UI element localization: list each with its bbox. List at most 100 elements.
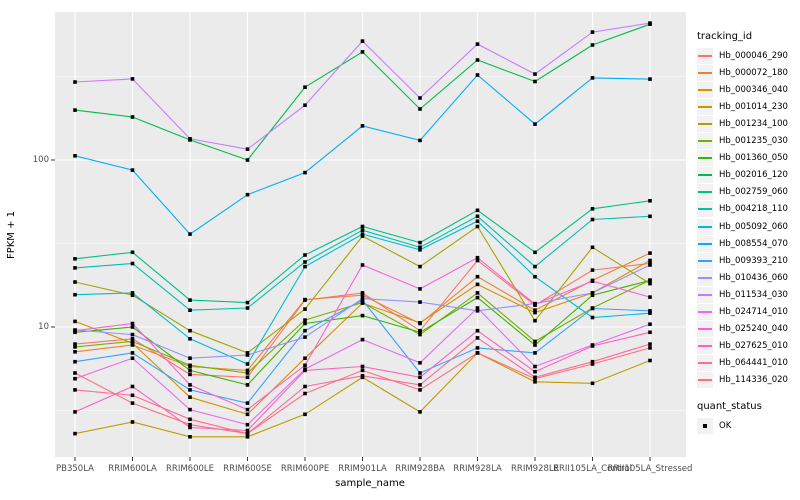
data-point [130, 291, 135, 295]
data-point [73, 342, 77, 346]
data-point [475, 73, 480, 77]
data-point [360, 232, 365, 236]
legend-item-label: Hb_114336_020 [719, 375, 788, 386]
data-point [590, 306, 595, 311]
data-point [648, 21, 652, 25]
data-point [648, 295, 652, 299]
data-point [590, 344, 595, 348]
x-tick-label: RRIM600PE [280, 464, 330, 474]
data-point [245, 407, 250, 412]
legend-item-label: Hb_002759_060 [719, 187, 788, 198]
data-point [73, 280, 77, 284]
data-point [245, 368, 250, 373]
legend-key-line-icon [698, 293, 712, 296]
legend-item-label: Hb_000346_040 [719, 84, 788, 95]
data-point [303, 103, 307, 107]
data-point [130, 420, 135, 424]
data-point [648, 263, 652, 267]
data-point [188, 388, 192, 392]
data-point [533, 302, 537, 306]
data-point [475, 291, 480, 295]
legend-key-line-icon [698, 174, 712, 177]
data-point [303, 170, 307, 175]
data-point [245, 192, 250, 197]
data-point [648, 214, 652, 219]
data-point [475, 328, 480, 333]
data-point [188, 417, 192, 422]
data-point [73, 257, 77, 261]
x-tick-label: RRIM928BA [395, 464, 445, 474]
data-point [188, 232, 192, 236]
data-point [245, 431, 250, 436]
legend-key-line-icon [698, 362, 712, 365]
data-point [648, 309, 652, 313]
data-point [475, 309, 480, 313]
data-point [245, 412, 250, 417]
data-point [73, 319, 77, 324]
data-point [648, 278, 652, 283]
data-point [303, 368, 307, 373]
legend-key [697, 133, 713, 149]
data-point [130, 337, 135, 341]
data-point [360, 300, 365, 305]
data-point [130, 356, 135, 360]
data-point [245, 371, 250, 375]
data-point [73, 371, 77, 375]
data-point [73, 108, 77, 112]
data-point [648, 311, 652, 315]
legend-item-label: Hb_009393_210 [719, 255, 788, 266]
legend-key [697, 150, 713, 167]
data-point [245, 353, 250, 357]
data-point [303, 264, 307, 269]
legend-key [697, 98, 713, 115]
y-axis-title: FPKM + 1 [6, 210, 17, 260]
square-point-icon [703, 424, 707, 428]
data-point [590, 76, 595, 80]
data-point [360, 263, 365, 267]
data-point [130, 384, 135, 389]
data-point [130, 250, 135, 255]
legend-item-label: OK [719, 421, 732, 431]
data-point [245, 428, 250, 433]
data-point [130, 351, 135, 355]
data-point [360, 337, 365, 342]
data-point [475, 255, 480, 260]
legend-key [697, 218, 713, 235]
data-point [188, 407, 192, 412]
data-point [418, 96, 422, 100]
data-point [188, 372, 192, 377]
data-point [475, 219, 480, 223]
legend-key-line-icon [698, 311, 712, 313]
legend-item-label: Hb_024714_010 [719, 307, 788, 317]
x-axis-title: sample_name [335, 478, 405, 489]
x-tick-label: PB350LA [56, 464, 94, 474]
data-point [590, 30, 595, 34]
data-point [418, 330, 422, 335]
data-point [73, 359, 77, 364]
data-point [648, 281, 652, 286]
legend-item-label: Hb_001360_050 [719, 153, 788, 164]
data-point [590, 315, 595, 320]
data-point [303, 85, 307, 89]
data-point [303, 321, 307, 326]
data-point [418, 287, 422, 291]
data-point [303, 253, 307, 257]
data-point [245, 351, 250, 355]
data-point [418, 361, 422, 365]
data-point [130, 77, 135, 81]
data-point [303, 356, 307, 360]
data-point [533, 72, 537, 76]
data-point [130, 115, 135, 119]
data-point [418, 388, 422, 392]
x-tick-label: RRII105LA_Control [553, 464, 632, 474]
legend-key [697, 64, 713, 81]
legend-key [697, 338, 713, 355]
data-point [73, 328, 77, 333]
data-point [130, 339, 135, 344]
data-point [475, 295, 480, 300]
data-point [533, 364, 537, 369]
data-point [533, 122, 537, 126]
data-point [360, 228, 365, 232]
